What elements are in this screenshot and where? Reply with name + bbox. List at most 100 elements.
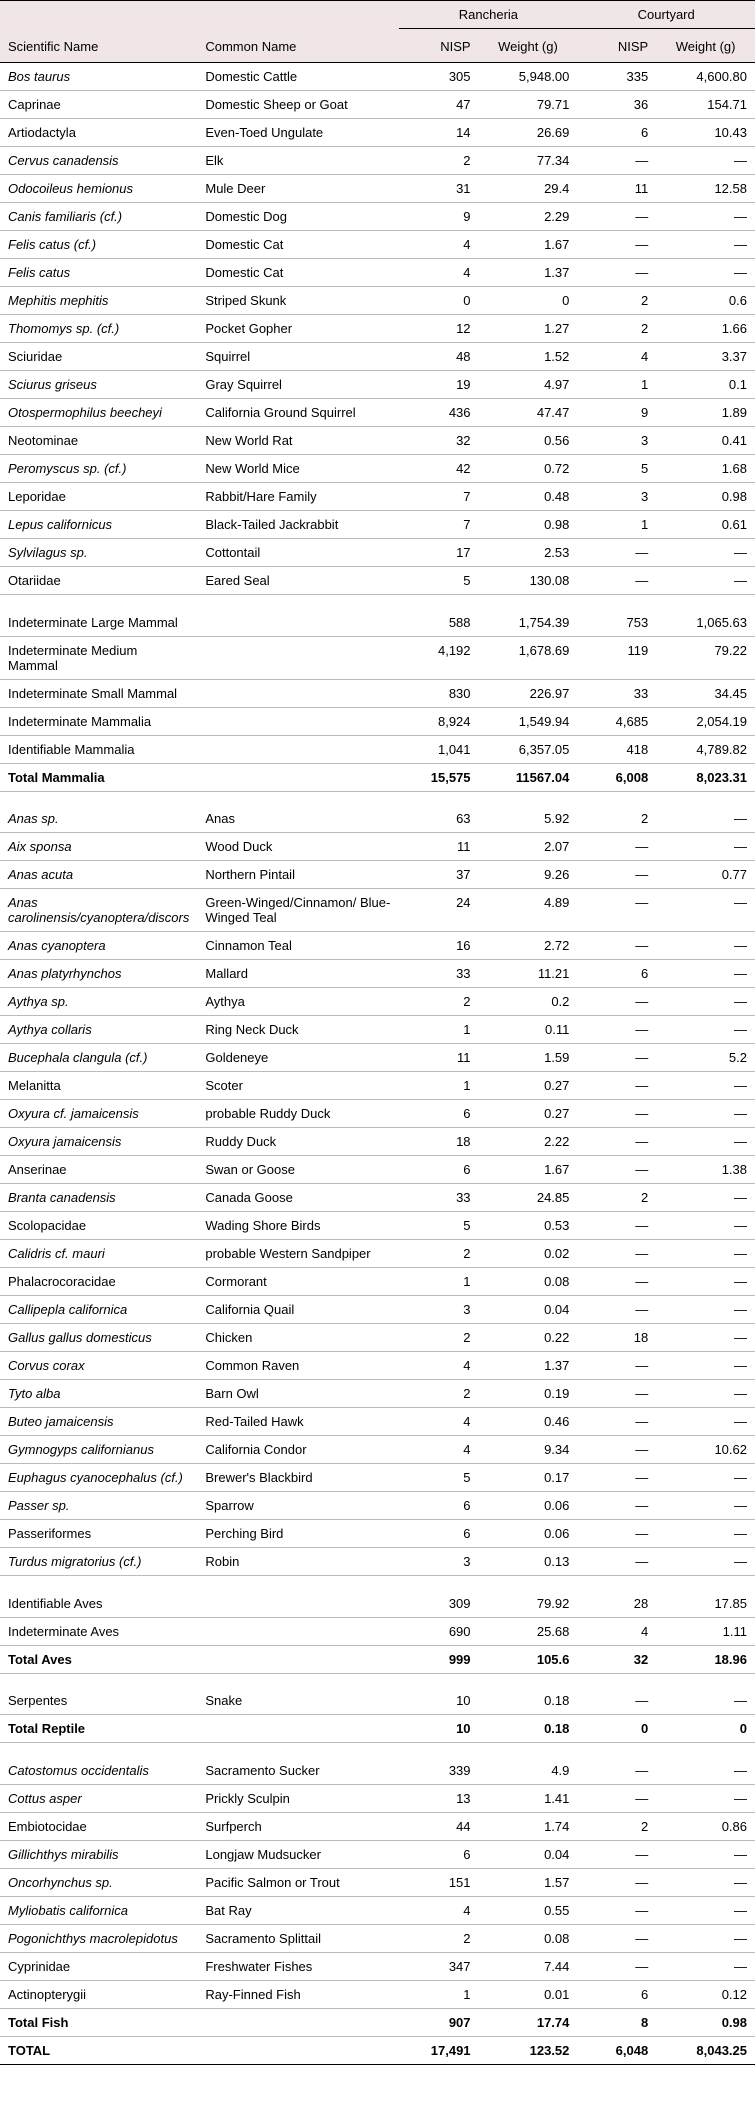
cell-common-name <box>197 679 399 707</box>
cell-scientific-name: Peromyscus sp. (cf.) <box>0 455 197 483</box>
cell-common-name <box>197 2036 399 2064</box>
cell-scientific-name: Catostomus occidentalis <box>0 1757 197 1785</box>
cell-courtyard-weight: — <box>656 539 755 567</box>
cell-courtyard-weight: 0.98 <box>656 483 755 511</box>
cell-courtyard-nisp: 3 <box>577 483 656 511</box>
cell-rancheria-nisp: 4 <box>399 1408 478 1436</box>
cell-courtyard-weight: — <box>656 1408 755 1436</box>
cell-rancheria-nisp: 2 <box>399 1380 478 1408</box>
table-row: Buteo jamaicensisRed-Tailed Hawk40.46—— <box>0 1408 755 1436</box>
cell-common-name: Ruddy Duck <box>197 1128 399 1156</box>
table-row: Bucephala clangula (cf.)Goldeneye111.59—… <box>0 1044 755 1072</box>
table-row: Oncorhynchus sp.Pacific Salmon or Trout1… <box>0 1868 755 1896</box>
table-row: Aix sponsaWood Duck112.07—— <box>0 833 755 861</box>
cell-rancheria-nisp: 151 <box>399 1868 478 1896</box>
faunal-table: Rancheria Courtyard Scientific Name Comm… <box>0 0 755 2065</box>
cell-courtyard-weight: 0.61 <box>656 511 755 539</box>
cell-scientific-name: Bos taurus <box>0 63 197 91</box>
cell-courtyard-nisp: — <box>577 1016 656 1044</box>
cell-courtyard-weight: 0 <box>656 1715 755 1743</box>
header-weight-courtyard: Weight (g) <box>656 29 755 63</box>
cell-courtyard-nisp: 3 <box>577 427 656 455</box>
cell-scientific-name: Lepus californicus <box>0 511 197 539</box>
cell-courtyard-nisp: 6 <box>577 1980 656 2008</box>
cell-rancheria-weight: 6,357.05 <box>479 735 578 763</box>
cell-rancheria-nisp: 2 <box>399 147 478 175</box>
cell-common-name: Sacramento Sucker <box>197 1757 399 1785</box>
table-row: Anas sp.Anas635.922— <box>0 805 755 833</box>
cell-scientific-name: Anas sp. <box>0 805 197 833</box>
cell-courtyard-weight: — <box>656 1520 755 1548</box>
cell-rancheria-nisp: 3 <box>399 1548 478 1576</box>
cell-scientific-name: Anas carolinensis/cyanoptera/discors <box>0 889 197 932</box>
header-group-rancheria: Rancheria <box>399 1 577 29</box>
cell-rancheria-nisp: 18 <box>399 1128 478 1156</box>
table-row: ArtiodactylaEven-Toed Ungulate1426.69610… <box>0 119 755 147</box>
cell-scientific-name: Mephitis mephitis <box>0 287 197 315</box>
table-row: Turdus migratorius (cf.)Robin30.13—— <box>0 1548 755 1576</box>
cell-scientific-name: Gymnogyps californianus <box>0 1436 197 1464</box>
cell-rancheria-nisp: 6 <box>399 1100 478 1128</box>
cell-rancheria-weight: 130.08 <box>479 567 578 595</box>
cell-scientific-name: Actinopterygii <box>0 1980 197 2008</box>
table-row: Callipepla californicaCalifornia Quail30… <box>0 1296 755 1324</box>
table-row: Peromyscus sp. (cf.)New World Mice420.72… <box>0 455 755 483</box>
table-row: Total Mammalia15,57511567.046,0088,023.3… <box>0 763 755 791</box>
table-row: Anas platyrhynchosMallard3311.216— <box>0 960 755 988</box>
cell-scientific-name: Cyprinidae <box>0 1952 197 1980</box>
cell-common-name: Robin <box>197 1548 399 1576</box>
cell-courtyard-nisp: 335 <box>577 63 656 91</box>
cell-rancheria-nisp: 347 <box>399 1952 478 1980</box>
cell-common-name <box>197 763 399 791</box>
cell-common-name <box>197 1715 399 1743</box>
cell-scientific-name: Identifiable Mammalia <box>0 735 197 763</box>
cell-courtyard-weight: 17.85 <box>656 1590 755 1618</box>
cell-rancheria-weight: 1,754.39 <box>479 609 578 637</box>
cell-common-name: Goldeneye <box>197 1044 399 1072</box>
cell-rancheria-nisp: 5 <box>399 1212 478 1240</box>
cell-courtyard-weight: — <box>656 1924 755 1952</box>
table-row: Aythya collarisRing Neck Duck10.11—— <box>0 1016 755 1044</box>
cell-common-name: Swan or Goose <box>197 1156 399 1184</box>
cell-courtyard-nisp: 4,685 <box>577 707 656 735</box>
cell-courtyard-nisp: 1 <box>577 511 656 539</box>
cell-rancheria-weight: 9.26 <box>479 861 578 889</box>
cell-courtyard-weight: — <box>656 147 755 175</box>
cell-courtyard-nisp: — <box>577 861 656 889</box>
cell-courtyard-weight: — <box>656 1352 755 1380</box>
cell-scientific-name: Aix sponsa <box>0 833 197 861</box>
cell-scientific-name: Tyto alba <box>0 1380 197 1408</box>
table-row: Mephitis mephitisStriped Skunk0020.6 <box>0 287 755 315</box>
cell-courtyard-nisp: — <box>577 1952 656 1980</box>
table-row: Identifiable Mammalia1,0416,357.054184,7… <box>0 735 755 763</box>
cell-rancheria-nisp: 32 <box>399 427 478 455</box>
cell-rancheria-weight: 0.53 <box>479 1212 578 1240</box>
table-row: EmbiotocidaeSurfperch441.7420.86 <box>0 1812 755 1840</box>
cell-courtyard-weight: — <box>656 1896 755 1924</box>
cell-courtyard-weight: 34.45 <box>656 679 755 707</box>
table-row: ScolopacidaeWading Shore Birds50.53—— <box>0 1212 755 1240</box>
cell-scientific-name: Phalacrocoracidae <box>0 1268 197 1296</box>
cell-common-name: Snake <box>197 1687 399 1715</box>
cell-rancheria-nisp: 8,924 <box>399 707 478 735</box>
cell-rancheria-weight: 2.53 <box>479 539 578 567</box>
cell-courtyard-nisp: 6 <box>577 119 656 147</box>
cell-courtyard-nisp: 2 <box>577 315 656 343</box>
table-row: Cottus asperPrickly Sculpin131.41—— <box>0 1784 755 1812</box>
cell-rancheria-nisp: 24 <box>399 889 478 932</box>
cell-scientific-name: Gallus gallus domesticus <box>0 1324 197 1352</box>
cell-courtyard-nisp: — <box>577 833 656 861</box>
table-row: Otospermophilus beecheyiCalifornia Groun… <box>0 399 755 427</box>
cell-scientific-name: Otariidae <box>0 567 197 595</box>
cell-scientific-name: Scolopacidae <box>0 1212 197 1240</box>
cell-rancheria-nisp: 7 <box>399 511 478 539</box>
header-nisp-rancheria: NISP <box>399 29 478 63</box>
table-row: Anas acutaNorthern Pintail379.26—0.77 <box>0 861 755 889</box>
cell-scientific-name: Indeterminate Aves <box>0 1617 197 1645</box>
table-row: CaprinaeDomestic Sheep or Goat4779.71361… <box>0 91 755 119</box>
cell-common-name: Even-Toed Ungulate <box>197 119 399 147</box>
cell-rancheria-weight: 4.9 <box>479 1757 578 1785</box>
cell-scientific-name: Myliobatis californica <box>0 1896 197 1924</box>
cell-common-name: Mule Deer <box>197 175 399 203</box>
table-row: Odocoileus hemionusMule Deer3129.41112.5… <box>0 175 755 203</box>
